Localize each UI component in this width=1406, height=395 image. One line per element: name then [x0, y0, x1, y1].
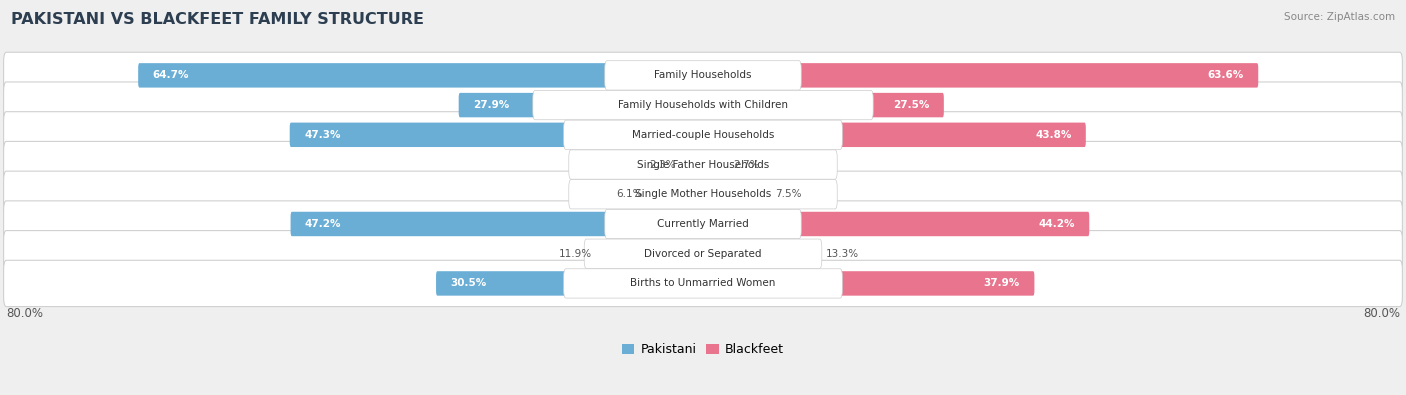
Text: 2.7%: 2.7%	[734, 160, 761, 169]
FancyBboxPatch shape	[4, 112, 1402, 158]
Text: 43.8%: 43.8%	[1035, 130, 1071, 140]
FancyBboxPatch shape	[291, 212, 704, 236]
FancyBboxPatch shape	[702, 241, 820, 266]
FancyBboxPatch shape	[605, 61, 801, 90]
Legend: Pakistani, Blackfeet: Pakistani, Blackfeet	[617, 338, 789, 361]
FancyBboxPatch shape	[702, 93, 943, 117]
FancyBboxPatch shape	[436, 271, 704, 295]
Text: 63.6%: 63.6%	[1208, 70, 1244, 80]
FancyBboxPatch shape	[585, 239, 821, 268]
Text: Divorced or Separated: Divorced or Separated	[644, 249, 762, 259]
FancyBboxPatch shape	[702, 63, 1258, 88]
FancyBboxPatch shape	[598, 241, 704, 266]
FancyBboxPatch shape	[533, 90, 873, 120]
Text: 80.0%: 80.0%	[1362, 307, 1400, 320]
FancyBboxPatch shape	[564, 120, 842, 149]
Text: 11.9%: 11.9%	[560, 249, 592, 259]
Text: 27.5%: 27.5%	[893, 100, 929, 110]
FancyBboxPatch shape	[4, 231, 1402, 277]
FancyBboxPatch shape	[4, 201, 1402, 247]
Text: 2.3%: 2.3%	[650, 160, 676, 169]
Text: 6.1%: 6.1%	[616, 189, 643, 199]
Text: Single Father Households: Single Father Households	[637, 160, 769, 169]
Text: 30.5%: 30.5%	[450, 278, 486, 288]
FancyBboxPatch shape	[569, 150, 837, 179]
FancyBboxPatch shape	[702, 122, 1085, 147]
FancyBboxPatch shape	[4, 82, 1402, 128]
Text: Single Mother Households: Single Mother Households	[636, 189, 770, 199]
Text: 64.7%: 64.7%	[152, 70, 188, 80]
Text: PAKISTANI VS BLACKFEET FAMILY STRUCTURE: PAKISTANI VS BLACKFEET FAMILY STRUCTURE	[11, 12, 425, 27]
FancyBboxPatch shape	[458, 93, 704, 117]
Text: Married-couple Households: Married-couple Households	[631, 130, 775, 140]
FancyBboxPatch shape	[569, 180, 837, 209]
Text: 44.2%: 44.2%	[1039, 219, 1076, 229]
FancyBboxPatch shape	[564, 269, 842, 298]
FancyBboxPatch shape	[4, 141, 1402, 188]
FancyBboxPatch shape	[648, 182, 704, 207]
FancyBboxPatch shape	[4, 171, 1402, 217]
Text: 47.2%: 47.2%	[305, 219, 342, 229]
Text: 80.0%: 80.0%	[6, 307, 44, 320]
Text: 13.3%: 13.3%	[825, 249, 859, 259]
Text: Source: ZipAtlas.com: Source: ZipAtlas.com	[1284, 12, 1395, 22]
Text: Family Households with Children: Family Households with Children	[619, 100, 787, 110]
FancyBboxPatch shape	[605, 209, 801, 239]
Text: 7.5%: 7.5%	[775, 189, 801, 199]
FancyBboxPatch shape	[290, 122, 704, 147]
FancyBboxPatch shape	[702, 212, 1090, 236]
FancyBboxPatch shape	[702, 152, 728, 177]
Text: Currently Married: Currently Married	[657, 219, 749, 229]
Text: 27.9%: 27.9%	[472, 100, 509, 110]
Text: Family Households: Family Households	[654, 70, 752, 80]
Text: Births to Unmarried Women: Births to Unmarried Women	[630, 278, 776, 288]
Text: 47.3%: 47.3%	[304, 130, 340, 140]
FancyBboxPatch shape	[138, 63, 704, 88]
FancyBboxPatch shape	[682, 152, 704, 177]
FancyBboxPatch shape	[4, 260, 1402, 307]
FancyBboxPatch shape	[702, 271, 1035, 295]
FancyBboxPatch shape	[702, 182, 769, 207]
Text: 37.9%: 37.9%	[984, 278, 1019, 288]
FancyBboxPatch shape	[4, 52, 1402, 98]
